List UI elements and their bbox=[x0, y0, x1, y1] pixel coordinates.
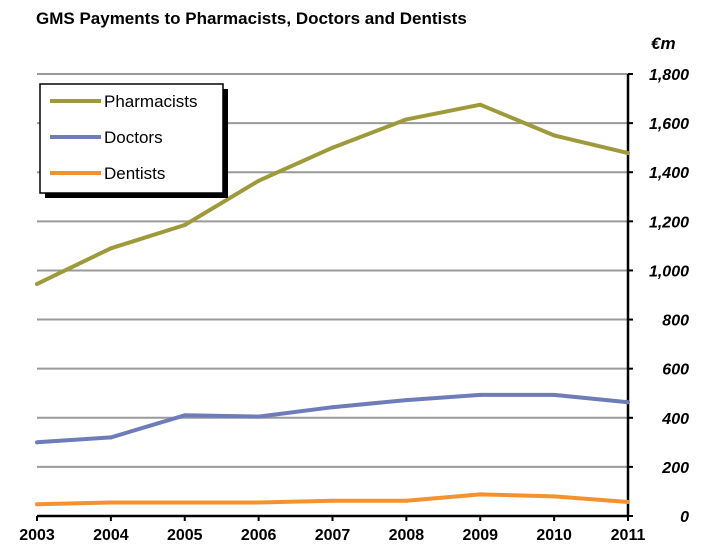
data-point-dentists-2008 bbox=[404, 499, 408, 503]
data-point-dentists-2003 bbox=[35, 502, 39, 506]
y-tick-label-400: 400 bbox=[661, 411, 689, 428]
data-point-pharmacists-2011 bbox=[626, 151, 630, 155]
data-point-pharmacists-2005 bbox=[183, 223, 187, 227]
x-tick-label-2009: 2009 bbox=[462, 527, 498, 544]
data-point-doctors-2006 bbox=[257, 415, 261, 419]
x-tick-labels: 2003 2004 2005 2006 2007 2008 2009 2010 2011 bbox=[19, 527, 645, 544]
y-tick-label-1,800: 1,800 bbox=[649, 67, 689, 84]
legend-label-doctors: Doctors bbox=[104, 128, 163, 147]
data-point-dentists-2009 bbox=[478, 492, 482, 496]
data-point-doctors-2010 bbox=[552, 393, 556, 397]
y-tick-label-600: 600 bbox=[662, 362, 689, 379]
data-point-doctors-2003 bbox=[35, 440, 39, 444]
data-point-dentists-2005 bbox=[183, 500, 187, 504]
x-tick-label-2008: 2008 bbox=[389, 527, 425, 544]
legend-label-dentists: Dentists bbox=[104, 164, 165, 183]
data-point-dentists-2006 bbox=[257, 500, 261, 504]
x-tick-label-2010: 2010 bbox=[536, 527, 572, 544]
data-point-pharmacists-2006 bbox=[257, 179, 261, 183]
x-tick-label-2011: 2011 bbox=[611, 527, 646, 544]
data-point-doctors-2005 bbox=[183, 413, 187, 417]
data-point-pharmacists-2010 bbox=[552, 133, 556, 137]
y-tick-label-1,000: 1,000 bbox=[649, 263, 689, 280]
y-tick-label-0: 0 bbox=[680, 509, 689, 526]
data-point-pharmacists-2003 bbox=[35, 282, 39, 286]
data-point-doctors-2007 bbox=[331, 405, 335, 409]
y-unit-label: €m bbox=[651, 34, 676, 53]
y-tick-labels: 0 200 400 600 800 1,000 1,200 1,400 1,600 1,800 bbox=[649, 67, 689, 526]
data-point-dentists-2011 bbox=[626, 500, 630, 504]
data-point-pharmacists-2008 bbox=[404, 117, 408, 121]
legend-label-pharmacists: Pharmacists bbox=[104, 92, 198, 111]
data-point-dentists-2010 bbox=[552, 494, 556, 498]
y-tick-label-1,200: 1,200 bbox=[649, 214, 689, 231]
x-tick-label-2003: 2003 bbox=[19, 527, 55, 544]
data-point-pharmacists-2004 bbox=[109, 246, 113, 250]
data-point-pharmacists-2009 bbox=[478, 103, 482, 107]
y-tick-label-800: 800 bbox=[662, 313, 689, 330]
data-point-pharmacists-2007 bbox=[331, 146, 335, 150]
data-point-doctors-2009 bbox=[478, 393, 482, 397]
y-tick-label-1,400: 1,400 bbox=[649, 165, 689, 182]
y-tick-label-200: 200 bbox=[661, 460, 689, 477]
data-point-doctors-2004 bbox=[109, 435, 113, 439]
data-point-dentists-2007 bbox=[331, 499, 335, 503]
x-tick-label-2005: 2005 bbox=[167, 527, 203, 544]
x-tick-label-2004: 2004 bbox=[93, 527, 129, 544]
x-tick-label-2007: 2007 bbox=[315, 527, 351, 544]
y-tick-label-1,600: 1,600 bbox=[649, 116, 689, 133]
x-tick-label-2006: 2006 bbox=[241, 527, 277, 544]
data-point-doctors-2011 bbox=[626, 400, 630, 404]
data-point-doctors-2008 bbox=[404, 398, 408, 402]
data-point-dentists-2004 bbox=[109, 500, 113, 504]
legend: Pharmacists Doctors Dentists bbox=[40, 84, 228, 198]
